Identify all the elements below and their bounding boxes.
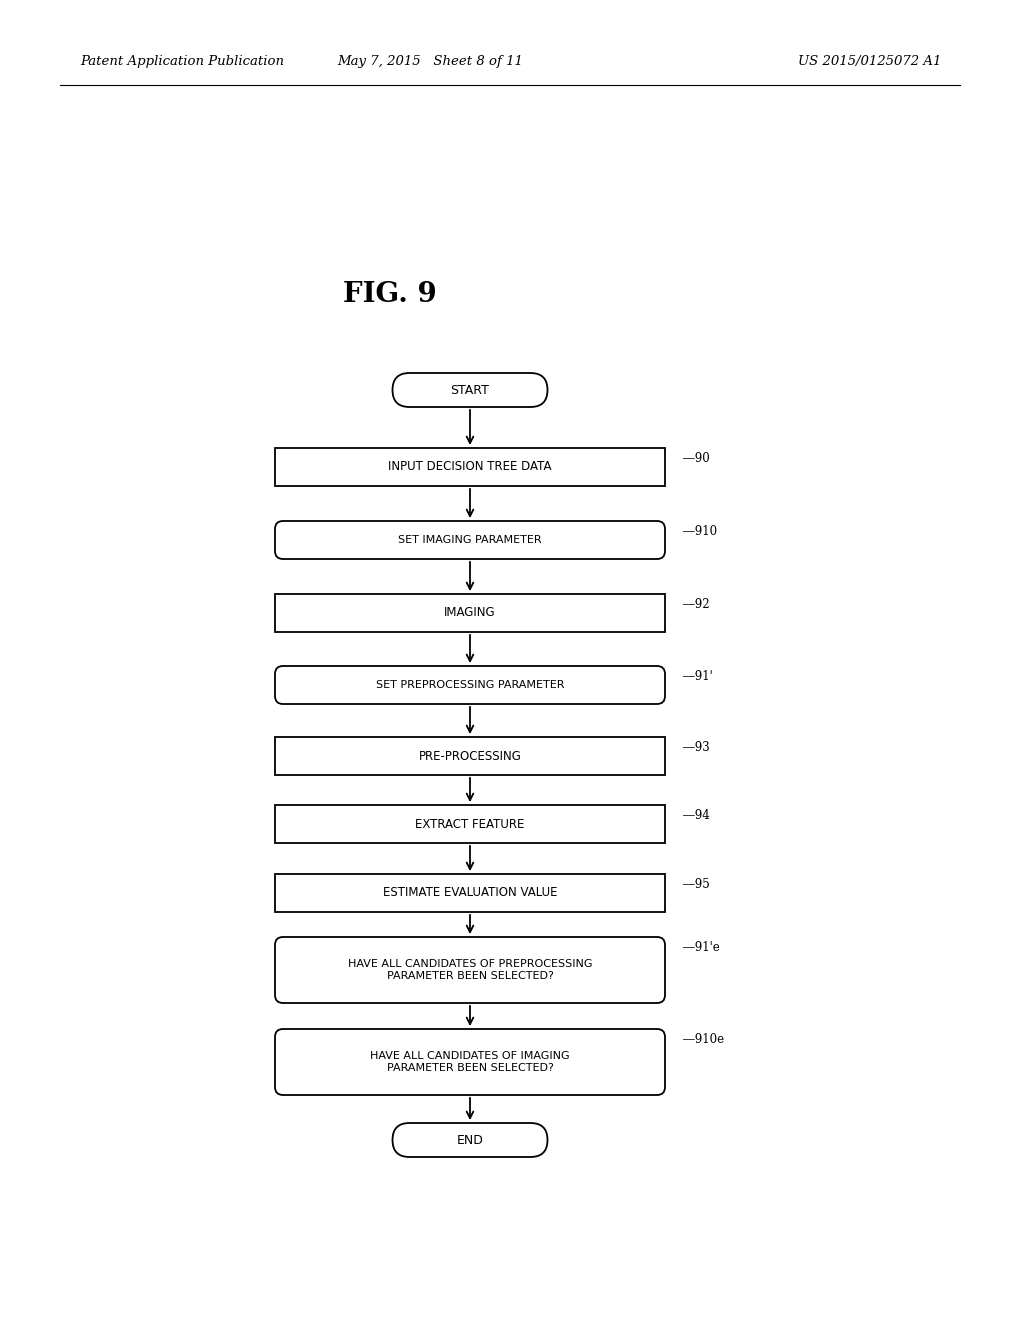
Text: ―93: ―93 (683, 741, 709, 754)
FancyBboxPatch shape (392, 374, 547, 407)
Text: ―91': ―91' (683, 671, 712, 682)
FancyBboxPatch shape (275, 667, 664, 704)
Text: HAVE ALL CANDIDATES OF IMAGING
PARAMETER BEEN SELECTED?: HAVE ALL CANDIDATES OF IMAGING PARAMETER… (370, 1051, 570, 1073)
FancyBboxPatch shape (275, 1030, 664, 1096)
FancyBboxPatch shape (275, 521, 664, 558)
Bar (275, 594, 664, 632)
Text: EXTRACT FEATURE: EXTRACT FEATURE (415, 817, 524, 830)
Text: ―92: ―92 (683, 598, 709, 611)
FancyBboxPatch shape (392, 1123, 547, 1158)
Text: FIG. 9: FIG. 9 (342, 281, 436, 309)
Text: HAVE ALL CANDIDATES OF PREPROCESSING
PARAMETER BEEN SELECTED?: HAVE ALL CANDIDATES OF PREPROCESSING PAR… (347, 960, 592, 981)
Text: SET IMAGING PARAMETER: SET IMAGING PARAMETER (397, 535, 541, 545)
Text: ―910: ―910 (683, 525, 716, 539)
Text: Patent Application Publication: Patent Application Publication (79, 55, 283, 69)
Bar (275, 874, 664, 912)
Text: PRE-PROCESSING: PRE-PROCESSING (418, 750, 521, 763)
Text: START: START (450, 384, 489, 396)
Text: ―94: ―94 (683, 809, 709, 822)
Text: SET PREPROCESSING PARAMETER: SET PREPROCESSING PARAMETER (375, 680, 564, 690)
Text: ―90: ―90 (683, 451, 709, 465)
Text: ESTIMATE EVALUATION VALUE: ESTIMATE EVALUATION VALUE (382, 887, 556, 899)
Text: US 2015/0125072 A1: US 2015/0125072 A1 (798, 55, 941, 69)
Text: INPUT DECISION TREE DATA: INPUT DECISION TREE DATA (388, 461, 551, 474)
Bar (275, 737, 664, 775)
Text: IMAGING: IMAGING (443, 606, 495, 619)
Text: ―95: ―95 (683, 878, 709, 891)
Text: ―91'e: ―91'e (683, 941, 719, 954)
FancyBboxPatch shape (275, 937, 664, 1003)
Text: May 7, 2015   Sheet 8 of 11: May 7, 2015 Sheet 8 of 11 (336, 55, 523, 69)
Bar (275, 447, 664, 486)
Text: END: END (457, 1134, 483, 1147)
Text: ―910e: ―910e (683, 1034, 723, 1045)
Bar (275, 805, 664, 843)
